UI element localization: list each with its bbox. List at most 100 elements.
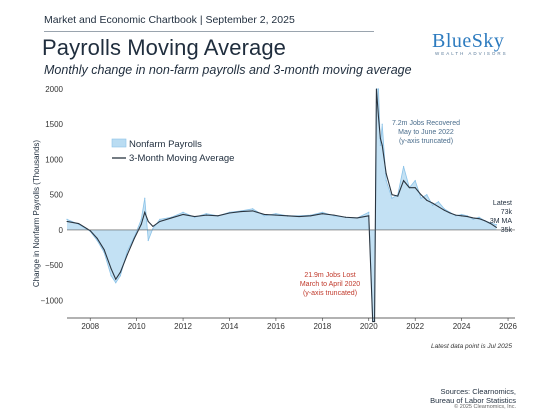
nonfarm-payrolls-point — [103, 251, 105, 254]
nonfarm-payrolls-point — [140, 218, 142, 220]
annotation-recovered: May to June 2022 — [398, 129, 454, 136]
bluesky-logo: BlueSky WEALTH ADVISORS — [432, 30, 542, 56]
logo-tagline: WEALTH ADVISORS — [435, 51, 508, 56]
nonfarm-payrolls-point — [402, 165, 405, 168]
moving-average-point — [455, 214, 457, 216]
moving-average-point — [374, 321, 376, 323]
legend-swatch-payrolls — [111, 138, 127, 148]
moving-average-point — [495, 226, 497, 228]
x-tick-label: 2024 — [453, 322, 471, 331]
moving-average-point — [140, 223, 142, 225]
moving-average-point — [182, 213, 184, 215]
moving-average-point — [133, 237, 135, 239]
annotation-lost: 21.9m Jobs Lost — [304, 272, 355, 279]
moving-average-point — [378, 116, 380, 118]
moving-average-point — [66, 220, 68, 222]
moving-average-point — [126, 254, 128, 256]
moving-average-point — [449, 212, 451, 214]
x-tick-label: 2020 — [360, 322, 378, 331]
sources-line-2: Bureau of Labor Statistics — [430, 396, 516, 405]
moving-average-point — [443, 209, 445, 211]
moving-average-point — [194, 216, 196, 218]
moving-average-point — [78, 223, 80, 225]
x-tick-label: 2026 — [499, 322, 517, 331]
y-tick-label: −500 — [45, 261, 64, 270]
nonfarm-payrolls-point — [368, 211, 370, 213]
moving-average-point — [263, 213, 265, 215]
nonfarm-payrolls-point — [252, 208, 254, 210]
nonfarm-payrolls-point — [126, 250, 128, 252]
moving-average-point — [298, 216, 300, 218]
nonfarm-payrolls-point — [443, 208, 445, 210]
nonfarm-payrolls-point — [115, 282, 117, 284]
moving-average-point — [432, 202, 434, 204]
moving-average-point — [115, 278, 117, 280]
nonfarm-payrolls-point — [391, 197, 393, 199]
legend-label-payrolls: Nonfarm Payrolls — [129, 139, 202, 150]
moving-average-point — [408, 187, 410, 189]
moving-average-point — [381, 144, 383, 146]
annotation-recovered: 7.2m Jobs Recovered — [392, 120, 460, 127]
moving-average-point — [375, 88, 377, 90]
y-tick-label: 500 — [50, 191, 64, 200]
nonfarm-payrolls-point — [385, 180, 387, 182]
moving-average-point — [321, 213, 323, 215]
annotation-recovered: (y-axis truncated) — [399, 138, 453, 145]
moving-average-point — [152, 225, 154, 227]
x-tick-label: 2014 — [221, 322, 239, 331]
moving-average-point — [159, 220, 161, 222]
annotation-lost: (y-axis truncated) — [303, 290, 357, 297]
moving-average-point — [426, 199, 428, 201]
moving-average-point — [461, 215, 463, 217]
chart-ticks: −1000 −500 0 500 1000 1500 2000 2008 2010 2012 201… — [32, 85, 517, 331]
moving-average-point — [89, 230, 91, 232]
nonfarm-payrolls-point — [478, 216, 480, 218]
latest-data-note: Latest data point is Jul 2025 — [431, 343, 512, 350]
x-tick-label: 2018 — [313, 322, 331, 331]
nonfarm-payrolls-point — [431, 204, 434, 206]
copyright: © 2025 Clearnomics, Inc. — [454, 404, 516, 410]
nonfarm-payrolls-point — [381, 123, 383, 125]
nonfarm-payrolls-fill — [67, 89, 497, 322]
nonfarm-payrolls-point — [263, 215, 265, 217]
annotation-latest: Latest — [493, 200, 512, 207]
nonfarm-payrolls-point — [182, 211, 184, 213]
nonfarm-payrolls-point — [119, 275, 121, 277]
sources: Sources: Clearnomics, Bureau of Labor St… — [430, 387, 516, 405]
annotation-latest: 3M MA — [490, 218, 513, 225]
moving-average-point — [310, 215, 312, 217]
nonfarm-payrolls-point — [472, 218, 474, 220]
annotation-lost: March to April 2020 — [300, 281, 360, 288]
x-tick-label: 2008 — [81, 322, 99, 331]
moving-average-point — [385, 173, 387, 175]
moving-average-point — [466, 216, 468, 218]
logo-wordmark: BlueSky — [432, 30, 505, 52]
moving-average-point — [110, 268, 112, 270]
moving-average-point — [217, 215, 219, 217]
nonfarm-payrolls-point — [96, 239, 98, 242]
moving-average-point — [103, 249, 105, 251]
moving-average-point — [420, 194, 422, 196]
moving-average-point — [147, 220, 149, 222]
header-rule — [44, 31, 374, 32]
moving-average-point — [391, 194, 393, 196]
moving-average-point — [240, 211, 242, 213]
annotation-latest: 73k — [501, 209, 513, 216]
moving-average-point — [170, 217, 172, 219]
annotation-latest: 35k — [501, 227, 513, 234]
nonfarm-payrolls-point — [205, 213, 207, 215]
moving-average-point — [119, 271, 121, 273]
moving-average-point — [379, 137, 381, 139]
moving-average-point — [252, 210, 254, 212]
chart-subtitle: Monthly change in non-farm payrolls and … — [44, 63, 412, 77]
nonfarm-payrolls-point — [377, 88, 380, 90]
nonfarm-payrolls-point — [152, 227, 154, 230]
nonfarm-payrolls-point — [66, 218, 68, 220]
legend-label-moving-average: 3-Month Moving Average — [129, 153, 234, 164]
nonfarm-payrolls-point — [159, 218, 161, 220]
moving-average-point — [205, 214, 207, 216]
nonfarm-payrolls-point — [275, 213, 277, 215]
moving-average-point — [490, 223, 492, 225]
moving-average-line-group — [66, 88, 497, 323]
